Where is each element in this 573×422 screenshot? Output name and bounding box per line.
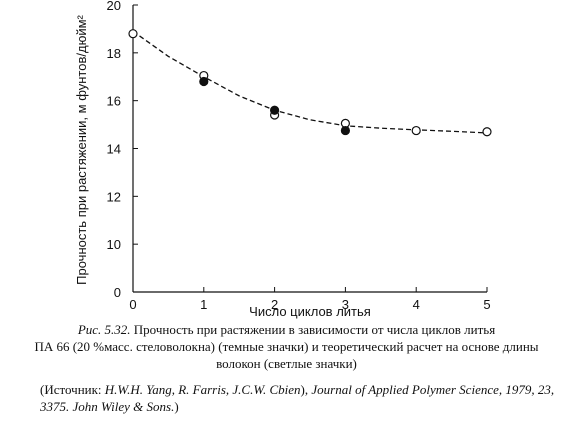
caption-label: Рис. 5.32. [77, 322, 131, 337]
x-tick-label: 5 [483, 297, 490, 312]
y-tick-label: 10 [107, 237, 121, 252]
filled-marker [199, 76, 209, 87]
source: (Источник: H.W.H. Yang, R. Farris, J.C.W… [40, 381, 570, 415]
y-tick-label: 20 [107, 0, 121, 13]
source-text: 3375. John Wiley & Sons. [40, 399, 175, 414]
x-tick-label: 3 [342, 297, 349, 312]
open-marker [482, 127, 492, 137]
y-tick-label: 16 [107, 94, 121, 109]
y-tick-label: 12 [107, 189, 121, 204]
caption-line: ПА 66 (20 %масс. стеловолокна) (темные з… [34, 339, 539, 354]
open-marker [411, 125, 421, 136]
y-tick-label: 18 [107, 46, 121, 61]
x-tick-label: 1 [200, 297, 207, 312]
source-text: ) [174, 399, 179, 414]
source-text: ), [300, 382, 312, 397]
x-axis-label: Число циклов литья [249, 304, 371, 319]
y-tick-label: 14 [107, 142, 121, 157]
source-text: (Источник: [40, 382, 105, 397]
y-tick-label: 0 [114, 285, 121, 300]
x-tick-label: 0 [129, 297, 136, 312]
caption-line: волокон (светлые значки) [216, 356, 357, 371]
filled-marker [270, 105, 280, 115]
x-tick-label: 4 [413, 297, 420, 312]
x-tick-label: 2 [271, 297, 278, 312]
caption: Рис. 5.32. Прочность при растяжении в за… [0, 321, 573, 372]
open-marker [128, 29, 138, 39]
source-authors: H.W.H. Yang, R. Farris, J.C.W. Cbien [104, 382, 301, 397]
chart: Число циклов литья Прочность при растяже… [74, 0, 492, 319]
fit-curve [132, 30, 488, 134]
source-journal: Journal of Applied Polymer Science, 1979… [311, 382, 555, 397]
y-axis-label: Прочность при растяжении, м фунтов/дюйм² [74, 14, 89, 284]
caption-line: Прочность при растяжении в зависимости о… [133, 322, 496, 337]
filled-marker [340, 125, 350, 136]
